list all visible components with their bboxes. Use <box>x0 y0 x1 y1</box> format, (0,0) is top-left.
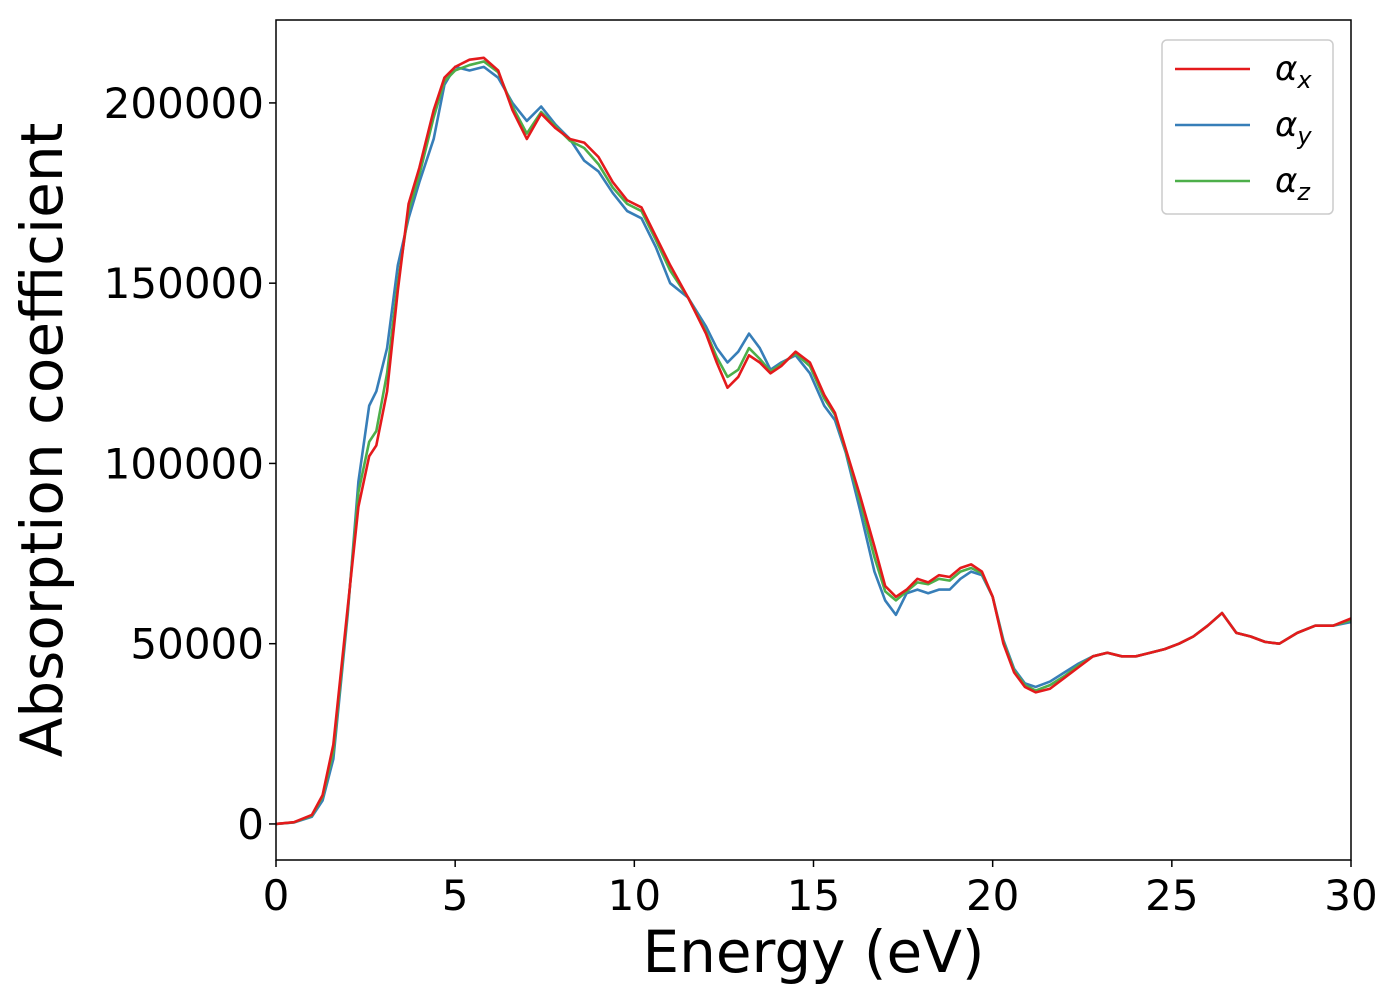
series-line-alpha-x <box>276 56 1351 826</box>
y-tick-label: 150000 <box>104 259 264 308</box>
y-tick-label: 0 <box>237 800 264 849</box>
x-tick-label: 20 <box>966 871 1019 920</box>
x-tick-label: 0 <box>263 871 290 920</box>
x-tick-label: 5 <box>442 871 469 920</box>
y-tick-label: 50000 <box>130 620 264 669</box>
y-tick-label: 100000 <box>104 439 264 488</box>
y-axis-title: Absorption coefficient <box>8 123 76 758</box>
x-axis-ticks: 0 5 10 15 20 25 30 <box>263 860 1378 920</box>
x-tick-label: 15 <box>787 871 840 920</box>
x-tick-label: 10 <box>608 871 661 920</box>
x-tick-label: 30 <box>1324 871 1377 920</box>
y-tick-label: 200000 <box>104 79 264 128</box>
legend: αx αy αz <box>1161 39 1334 215</box>
legend-label-alpha-z: αz <box>1275 161 1311 206</box>
legend-box <box>1161 39 1334 215</box>
x-axis-title: Energy (eV) <box>642 918 984 986</box>
y-axis-ticks: 0 50000 100000 150000 200000 <box>104 79 276 849</box>
series-layer <box>276 56 1351 826</box>
legend-label-alpha-x: αx <box>1275 49 1312 94</box>
legend-label-alpha-y: αy <box>1275 105 1312 150</box>
x-tick-label: 25 <box>1145 871 1198 920</box>
